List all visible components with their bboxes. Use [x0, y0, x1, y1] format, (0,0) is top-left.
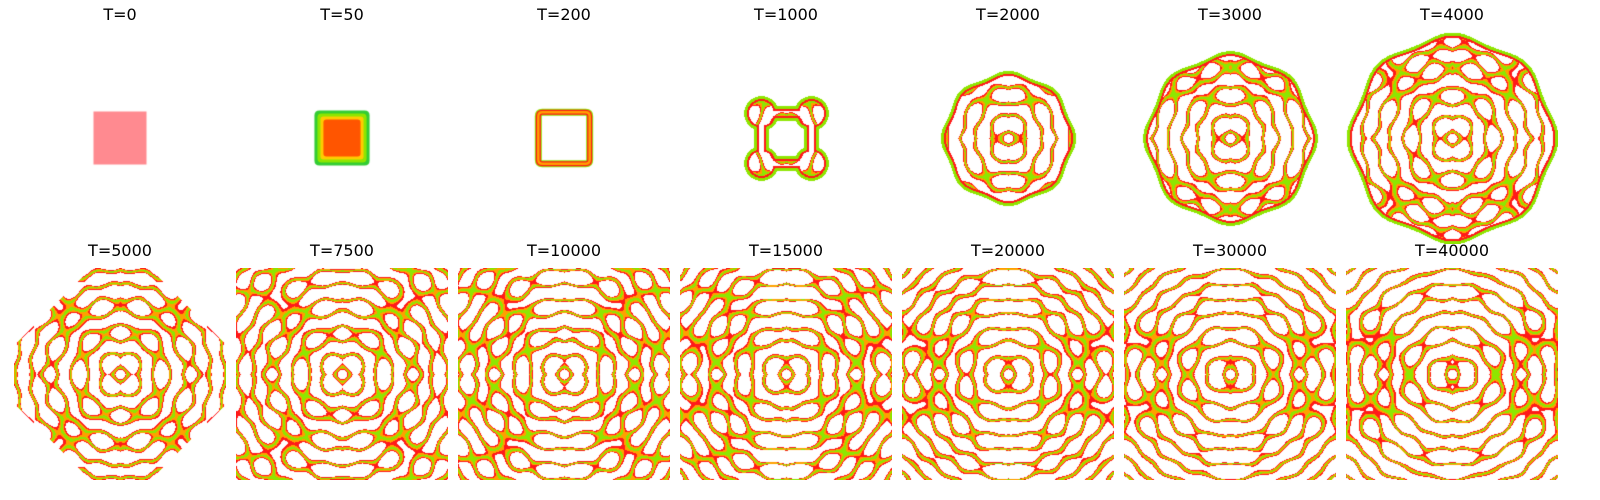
pattern-panel: T=30000: [1124, 240, 1336, 480]
pattern-image: [902, 32, 1114, 244]
pattern-image: [236, 268, 448, 480]
panel-time-label: T=3000: [1198, 5, 1262, 24]
panel-time-label: T=50: [320, 5, 364, 24]
pattern-panel: T=10000: [458, 240, 670, 480]
pattern-image: [14, 268, 226, 480]
pattern-image: [14, 32, 226, 244]
pattern-image: [680, 268, 892, 480]
pattern-image: [1124, 32, 1336, 244]
panel-time-label: T=4000: [1420, 5, 1484, 24]
panel-time-label: T=200: [537, 5, 591, 24]
pattern-panel: T=3000: [1124, 4, 1336, 244]
pattern-image: [680, 32, 892, 244]
panel-time-label: T=2000: [976, 5, 1040, 24]
panel-time-label: T=15000: [748, 241, 824, 260]
pattern-panel: T=15000: [680, 240, 892, 480]
pattern-panel: T=20000: [902, 240, 1114, 480]
pattern-panel: T=50: [236, 4, 448, 244]
pattern-panel: T=7500: [236, 240, 448, 480]
pattern-panel: T=1000: [680, 4, 892, 244]
panel-time-label: T=0: [103, 5, 137, 24]
panel-time-label: T=40000: [1414, 241, 1490, 260]
panel-time-label: T=1000: [754, 5, 818, 24]
panel-time-label: T=5000: [88, 241, 152, 260]
pattern-image: [236, 32, 448, 244]
pattern-image: [902, 268, 1114, 480]
panel-time-label: T=30000: [1192, 241, 1268, 260]
pattern-panel: T=40000: [1346, 240, 1558, 480]
pattern-panel: T=0: [14, 4, 226, 244]
pattern-panel: T=4000: [1346, 4, 1558, 244]
pattern-image: [458, 268, 670, 480]
pattern-image: [1124, 268, 1336, 480]
panel-time-label: T=7500: [310, 241, 374, 260]
pattern-image: [458, 32, 670, 244]
pattern-image: [1346, 32, 1558, 244]
pattern-panel: T=200: [458, 4, 670, 244]
pattern-panel: T=5000: [14, 240, 226, 480]
pattern-panel: T=2000: [902, 4, 1114, 244]
panel-time-label: T=10000: [526, 241, 602, 260]
panel-time-label: T=20000: [970, 241, 1046, 260]
pattern-image: [1346, 268, 1558, 480]
